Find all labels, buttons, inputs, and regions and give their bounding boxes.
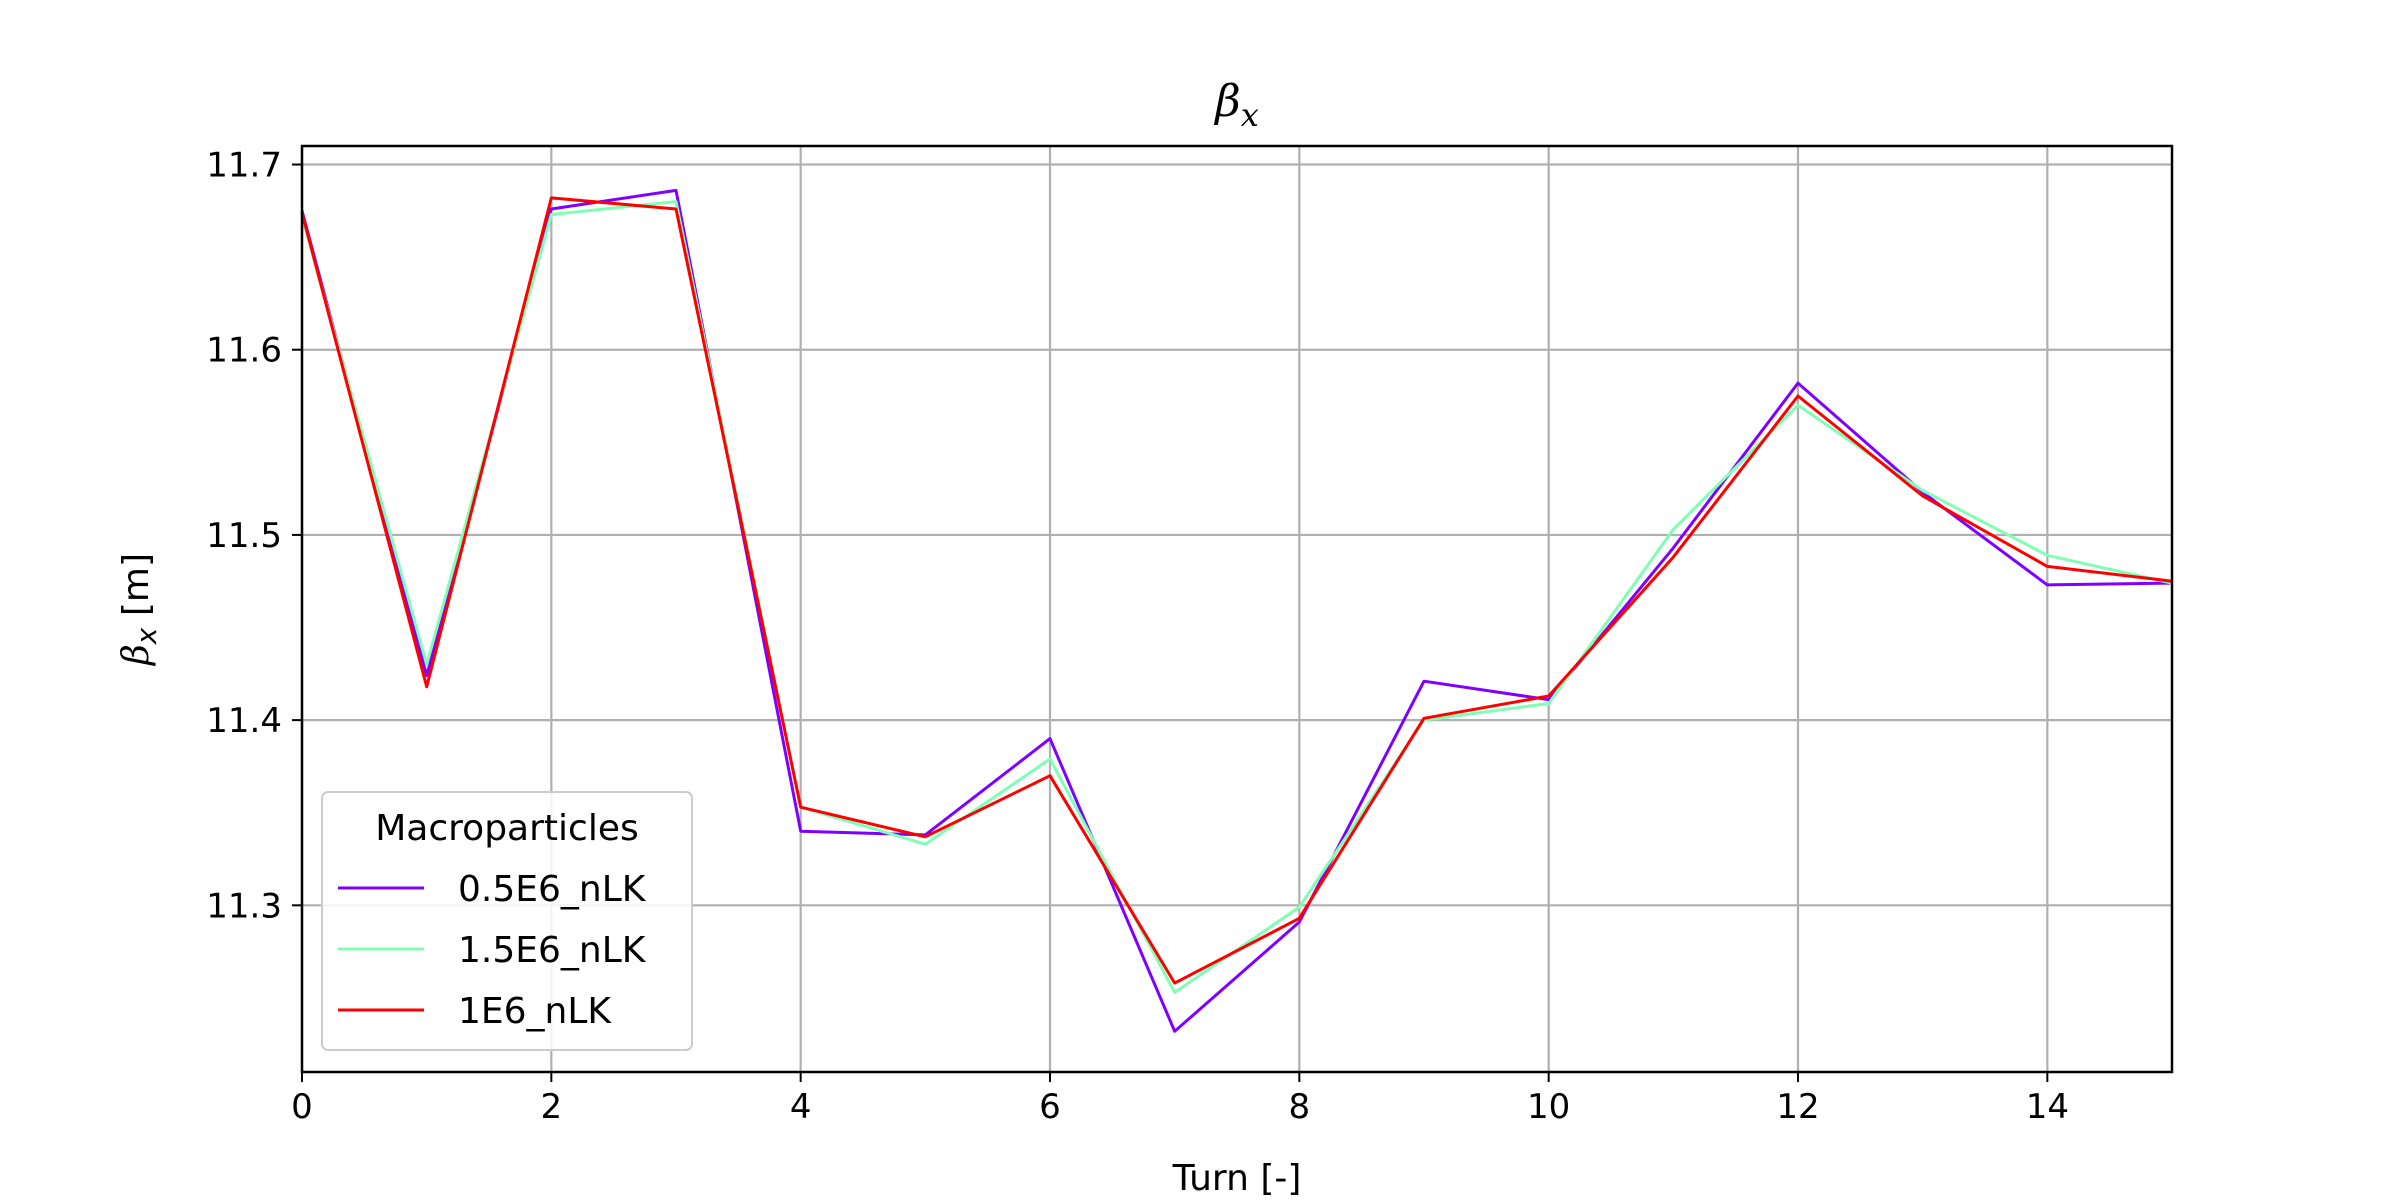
y-tick-label: 11.5: [206, 516, 282, 556]
y-tick-label: 11.6: [206, 331, 282, 371]
legend-entries: 0.5E6_nLK 1.5E6_nLK 1E6_nLK: [338, 869, 647, 1032]
axis-ticks: 0 2 4 6 8 10 12 14 11.3 11.4 11.5 11.6 11.7: [206, 146, 2069, 1127]
y-label-unit: [m]: [116, 553, 157, 628]
grid: [300, 146, 2172, 1072]
series-lines: [300, 188, 2173, 1033]
chart-title: βx: [1213, 76, 1258, 134]
legend-title: Macroparticles: [375, 808, 638, 849]
title-subscript: x: [1241, 96, 1259, 134]
y-tick-label: 11.4: [206, 701, 282, 741]
x-tick-label: 10: [1527, 1087, 1570, 1127]
y-label-symbol: β: [116, 644, 157, 667]
y-tick-label: 11.7: [206, 146, 282, 186]
legend: Macroparticles 0.5E6_nLK 1.5E6_nLK 1E6_nLK: [321, 791, 693, 1051]
x-tick-label: 8: [1289, 1087, 1311, 1127]
x-tick-label: 2: [541, 1087, 563, 1127]
x-tick-label: 12: [1776, 1087, 1819, 1127]
series-line-0: [300, 188, 2173, 1033]
legend-label: 0.5E6_nLK: [458, 869, 647, 910]
x-tick-label: 14: [2026, 1087, 2069, 1127]
y-axis-label: βx [m]: [116, 553, 163, 667]
x-tick-label: 6: [1039, 1087, 1061, 1127]
x-tick-label: 4: [790, 1087, 812, 1127]
legend-label: 1.5E6_nLK: [458, 930, 647, 971]
series-line-2: [300, 196, 2173, 985]
plot-frame: [300, 144, 2174, 1074]
legend-label: 1E6_nLK: [458, 991, 612, 1032]
y-label-subscript: x: [130, 627, 163, 645]
title-symbol: β: [1213, 76, 1240, 127]
x-axis-label: Turn [-]: [1172, 1158, 1302, 1199]
legend-box: [321, 791, 693, 1051]
y-tick-label: 11.3: [206, 886, 282, 926]
x-tick-label: 0: [291, 1087, 313, 1127]
